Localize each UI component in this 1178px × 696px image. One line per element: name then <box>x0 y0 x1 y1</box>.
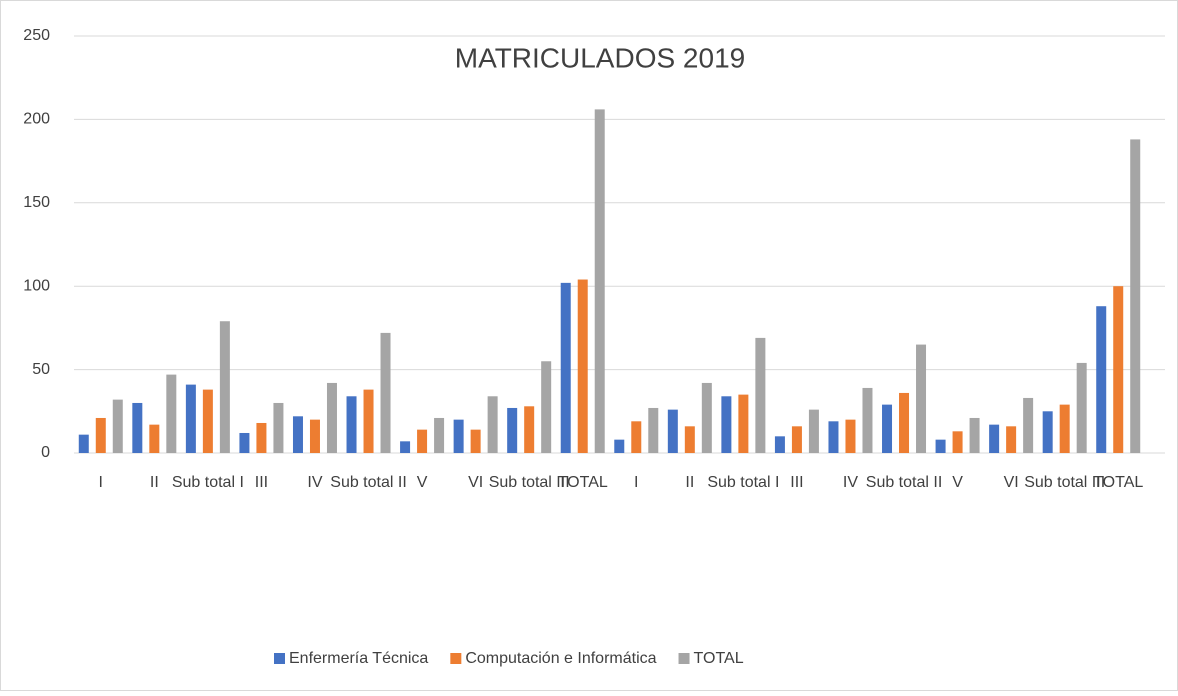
bar <box>1113 286 1124 453</box>
bar <box>701 382 712 453</box>
bar <box>738 394 749 453</box>
bar <box>828 421 839 453</box>
bar <box>648 407 659 453</box>
legend-swatch <box>274 653 285 664</box>
bar <box>755 337 766 453</box>
x-tick-label: IV <box>843 474 858 491</box>
bar <box>684 426 695 453</box>
x-tick-label: Sub total II <box>330 474 407 491</box>
bar <box>594 109 605 453</box>
x-tick-label: III <box>790 474 803 491</box>
bar <box>326 382 337 453</box>
bar <box>434 417 445 453</box>
bar <box>346 396 357 453</box>
bar <box>202 389 213 453</box>
bar <box>1042 411 1053 453</box>
bar <box>256 422 267 453</box>
bar <box>453 419 464 453</box>
x-tick-label: VI <box>1004 474 1019 491</box>
bar <box>524 406 535 453</box>
legend-label: Computación e Informática <box>465 650 656 667</box>
bar <box>560 282 571 453</box>
x-tick-label: TOTAL <box>558 474 608 491</box>
bar <box>541 361 552 453</box>
bar <box>969 417 980 453</box>
bar <box>309 419 320 453</box>
legend-swatch <box>450 653 462 664</box>
x-tick-label: TOTAL <box>1093 474 1143 491</box>
bar <box>1096 306 1107 453</box>
bar <box>1130 139 1141 453</box>
bar <box>882 404 893 453</box>
y-tick-label: 250 <box>23 27 50 44</box>
bar <box>1059 404 1070 453</box>
y-tick-label: 0 <box>41 444 50 461</box>
x-tick-label: III <box>255 474 268 491</box>
bar <box>112 399 123 453</box>
bar <box>132 402 143 453</box>
bar <box>1023 397 1034 453</box>
bar <box>417 429 428 453</box>
bar <box>935 439 946 453</box>
bar <box>952 431 963 453</box>
bar <box>219 321 230 453</box>
x-tick-label: Sub total I <box>172 474 244 491</box>
bar <box>273 402 284 453</box>
y-tick-label: 150 <box>23 194 50 211</box>
x-tick-label: VI <box>468 474 483 491</box>
y-tick-label: 100 <box>23 277 50 294</box>
bar <box>470 429 481 453</box>
bar <box>1076 362 1087 453</box>
bar <box>95 417 106 453</box>
bar <box>614 439 625 453</box>
x-tick-label: I <box>634 474 638 491</box>
x-tick-label: I <box>99 474 103 491</box>
bar <box>845 419 856 453</box>
x-tick-label: Sub total I <box>707 474 779 491</box>
y-tick-label: 200 <box>23 111 50 128</box>
bar <box>899 392 910 453</box>
legend-label: Enfermería Técnica <box>289 650 428 667</box>
x-tick-label: V <box>952 474 963 491</box>
legend-swatch <box>678 653 690 664</box>
bar <box>916 344 927 453</box>
chart-title: MATRICULADOS 2019 <box>455 42 745 73</box>
bar <box>808 409 819 453</box>
bar <box>185 384 196 453</box>
bar <box>989 424 1000 453</box>
bar <box>631 421 642 453</box>
y-tick-label: 50 <box>32 361 50 378</box>
bar <box>1006 426 1017 453</box>
bar <box>577 279 588 453</box>
bar <box>292 416 303 453</box>
bar <box>774 436 785 453</box>
bar <box>791 426 802 453</box>
bar <box>166 374 177 453</box>
x-tick-label: II <box>150 474 159 491</box>
bar <box>721 396 732 453</box>
bar <box>363 389 374 453</box>
x-tick-label: V <box>417 474 428 491</box>
x-tick-label: Sub total III <box>489 474 570 491</box>
bar <box>487 396 498 453</box>
bar <box>507 407 518 453</box>
bar <box>239 432 250 453</box>
legend-label: TOTAL <box>694 650 744 667</box>
bar <box>149 424 160 453</box>
bar <box>667 409 678 453</box>
x-tick-label: Sub total II <box>866 474 943 491</box>
x-tick-label: Sub total III <box>1024 474 1105 491</box>
bar <box>78 434 89 453</box>
bar <box>380 332 391 453</box>
bar <box>862 387 873 453</box>
x-tick-label: IV <box>307 474 322 491</box>
x-tick-label: II <box>685 474 694 491</box>
bar <box>400 441 411 453</box>
